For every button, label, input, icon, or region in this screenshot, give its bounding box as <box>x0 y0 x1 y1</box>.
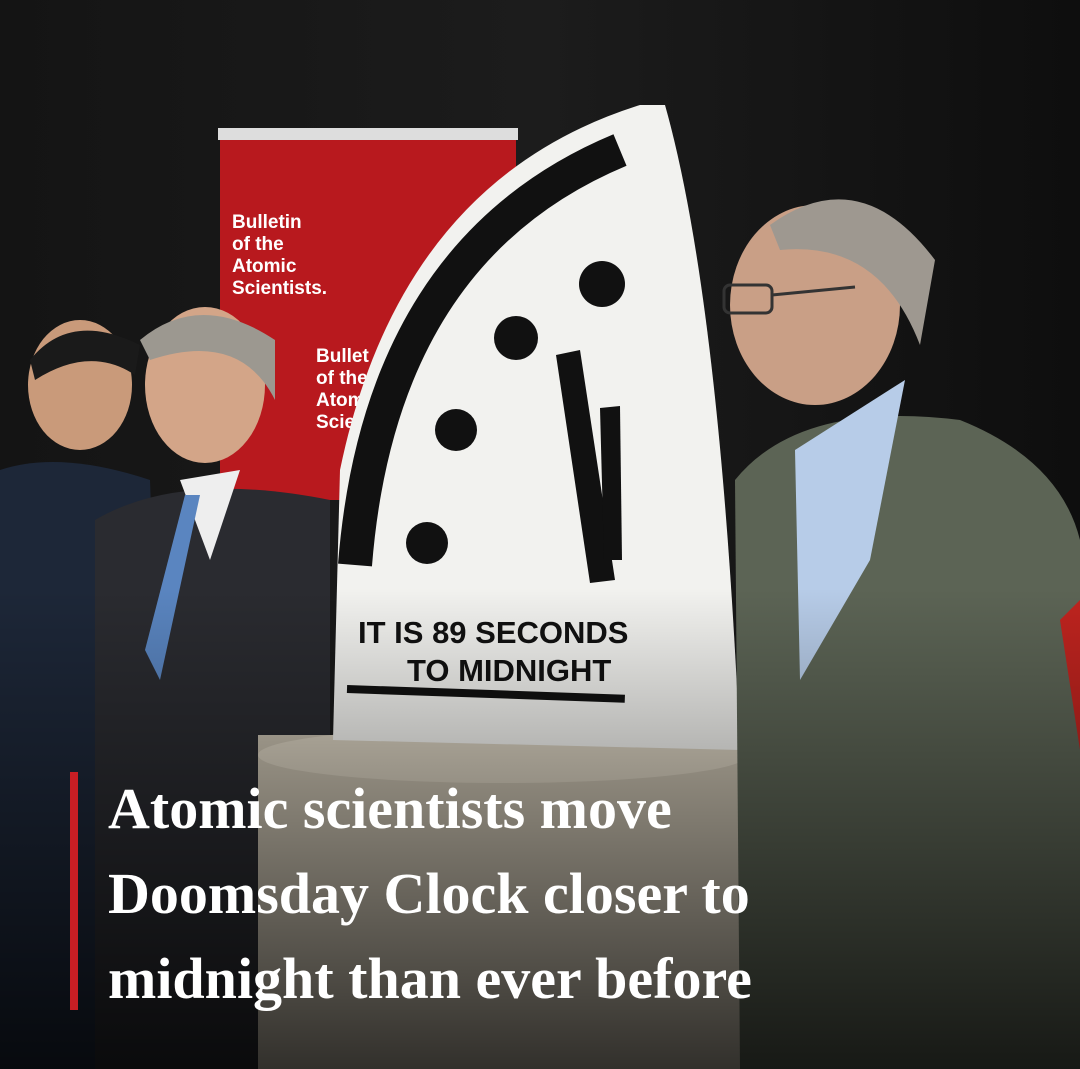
headline-bar <box>70 772 78 1010</box>
headline-line: Doomsday Clock closer to <box>108 861 750 926</box>
headline-line: Atomic scientists move <box>108 776 672 841</box>
headline-line: midnight than ever before <box>108 946 752 1011</box>
headline: Atomic scientists move Doomsday Clock cl… <box>108 776 752 1011</box>
